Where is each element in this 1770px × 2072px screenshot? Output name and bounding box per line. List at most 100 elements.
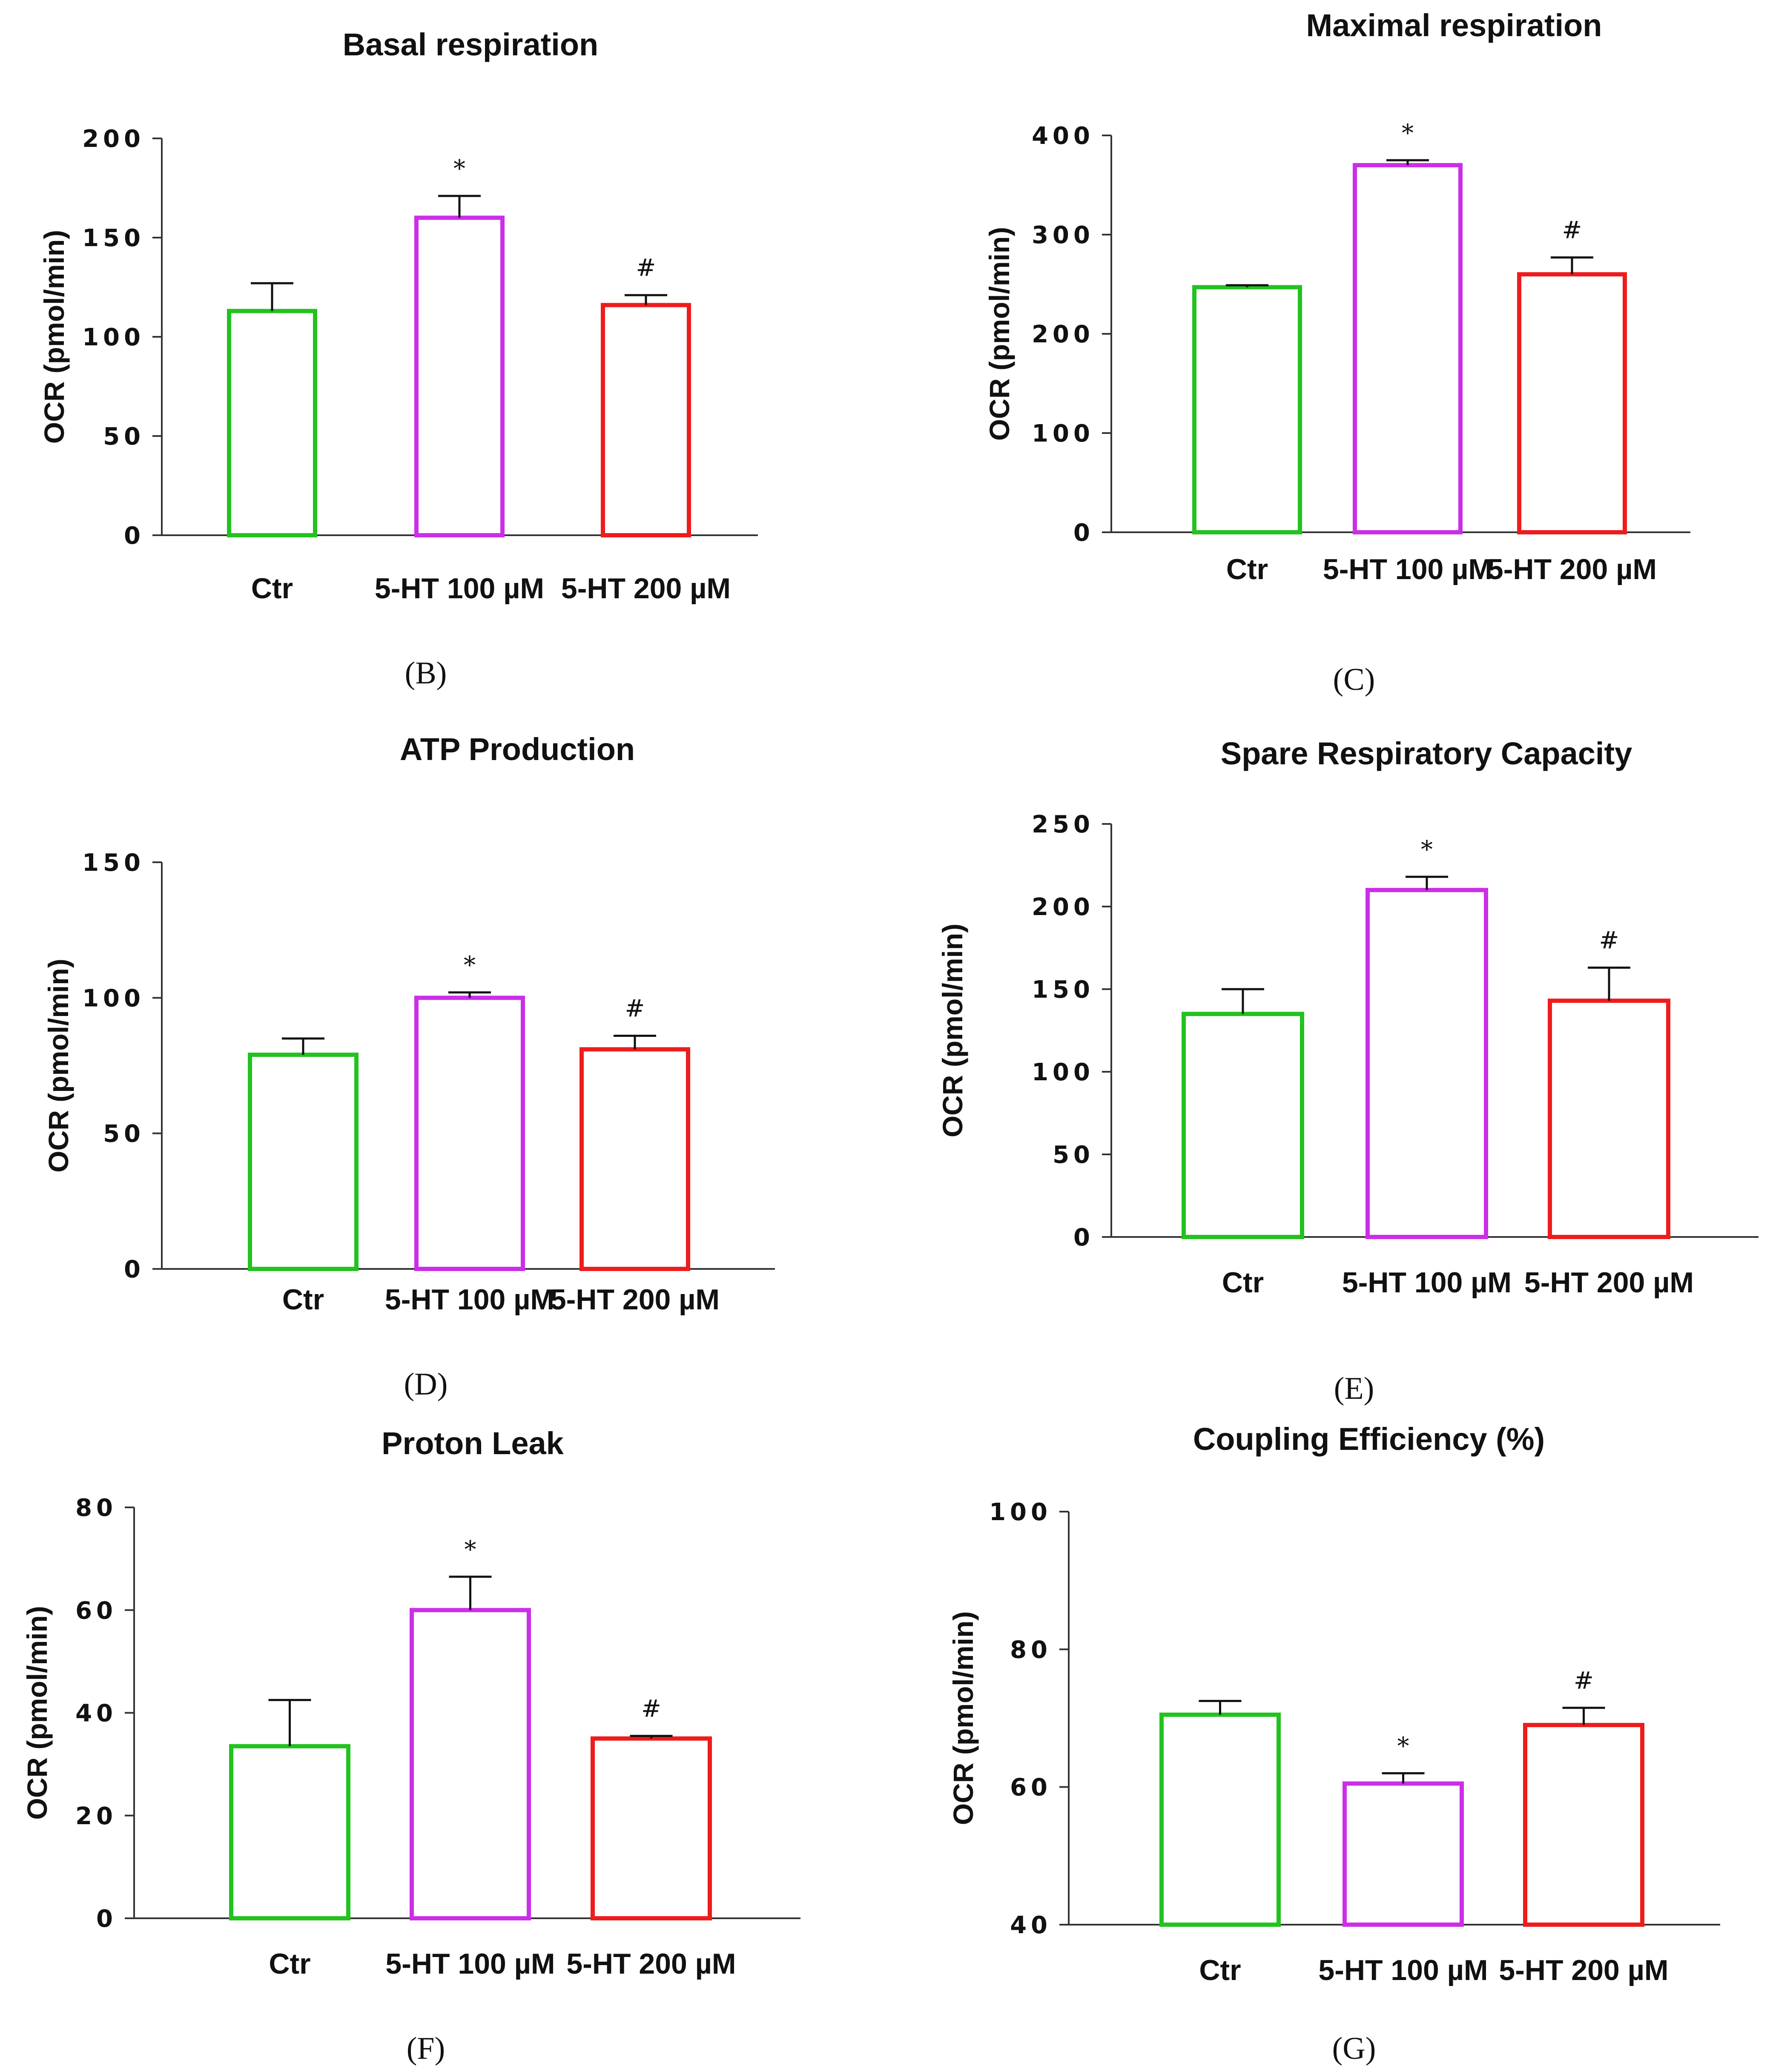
y-tick-label: 200 <box>1032 321 1094 348</box>
y-tick-label: 250 <box>1032 811 1094 838</box>
panel-letter: (D) <box>404 1367 448 1402</box>
y-tick-label: 80 <box>1010 1636 1052 1664</box>
significance-marker: * <box>453 155 465 183</box>
category-label: Ctr <box>251 572 293 605</box>
panel-letter: (E) <box>1334 1371 1374 1406</box>
bar <box>414 996 525 1271</box>
bar <box>1548 999 1670 1239</box>
y-tick-label: 60 <box>1010 1774 1052 1802</box>
bar <box>227 309 317 537</box>
panel-letter: (G) <box>1332 2031 1376 2066</box>
significance-marker: * <box>464 952 476 979</box>
category-label: Ctr <box>1222 1266 1264 1299</box>
y-tick-label: 400 <box>1032 122 1094 150</box>
bar <box>1343 1781 1464 1927</box>
y-tick-label: 40 <box>75 1700 117 1728</box>
significance-marker: * <box>465 1536 476 1564</box>
y-tick-label: 50 <box>1053 1141 1094 1169</box>
significance-marker: # <box>636 254 656 282</box>
bar <box>1182 1012 1304 1239</box>
y-tick-label: 80 <box>75 1494 117 1522</box>
y-axis-label: OCR (pmol/min) <box>984 227 1015 441</box>
y-tick-label: 200 <box>1032 893 1094 921</box>
y-tick-label: 50 <box>103 423 145 451</box>
category-label: 5-HT 100 µM <box>385 1948 555 1980</box>
y-tick-label: 20 <box>75 1802 117 1830</box>
category-label: 5-HT 100 µM <box>1323 553 1492 585</box>
chart-title: Basal respiration <box>343 27 598 62</box>
y-axis-label: OCR (pmol/min) <box>38 230 70 444</box>
category-label: Ctr <box>1199 1954 1241 1986</box>
significance-marker: * <box>1421 836 1433 864</box>
bar <box>1517 272 1627 534</box>
y-axis-label: OCR (pmol/min) <box>937 924 968 1137</box>
category-label: 5-HT 200 µM <box>550 1283 720 1316</box>
chart-panel: Maximal respiration OCR (pmol/min) 0 100 200… <box>984 8 1690 585</box>
chart-title: Spare Respiratory Capacity <box>1221 736 1632 771</box>
y-tick-label: 0 <box>124 522 145 550</box>
bar <box>248 1053 359 1271</box>
bar <box>1523 1723 1644 1927</box>
chart-title: Coupling Efficiency (%) <box>1193 1421 1545 1457</box>
category-label: 5-HT 200 µM <box>561 572 731 605</box>
y-tick-label: 100 <box>82 324 145 351</box>
y-tick-label: 150 <box>1032 976 1094 1004</box>
y-tick-label: 200 <box>82 125 145 153</box>
y-tick-label: 60 <box>75 1597 117 1624</box>
chart-panel: Coupling Efficiency (%) OCR (pmol/min) 40 6… <box>947 1421 1720 1986</box>
significance-marker: # <box>625 995 645 1022</box>
bar <box>591 1736 712 1920</box>
bar <box>1353 163 1463 534</box>
significance-marker: # <box>1574 1667 1594 1695</box>
y-tick-label: 50 <box>103 1120 145 1148</box>
bar <box>414 215 505 537</box>
category-label: 5-HT 100 µM <box>1318 1954 1488 1986</box>
category-label: 5-HT 200 µM <box>1487 553 1657 585</box>
significance-marker: * <box>1402 119 1414 147</box>
y-tick-label: 0 <box>124 1256 145 1283</box>
bar <box>229 1744 350 1920</box>
y-tick-label: 150 <box>82 849 145 877</box>
category-label: Ctr <box>1226 553 1268 585</box>
y-axis-label: OCR (pmol/min) <box>43 959 74 1172</box>
category-label: 5-HT 100 µM <box>385 1283 554 1316</box>
chart-title: Proton Leak <box>382 1426 564 1461</box>
category-label: 5-HT 100 µM <box>1342 1266 1512 1299</box>
category-label: 5-HT 200 µM <box>1524 1266 1694 1299</box>
y-tick-label: 100 <box>1032 1059 1094 1086</box>
y-tick-label: 0 <box>1073 1224 1094 1251</box>
bar <box>1366 888 1488 1239</box>
bar <box>1192 285 1302 534</box>
category-label: 5-HT 200 µM <box>1499 1954 1668 1986</box>
chart-panel: Basal respiration OCR (pmol/min) 0 50 100 150… <box>38 27 758 605</box>
chart-title: ATP Production <box>400 732 635 767</box>
bar <box>1159 1712 1281 1927</box>
chart-panel: Proton Leak OCR (pmol/min) 0 20 40 60 80 Ctr * 5-… <box>21 1426 800 1980</box>
significance-marker: # <box>1599 927 1619 955</box>
chart-panel: ATP Production OCR (pmol/min) 0 50 100 150 Ctr… <box>43 732 775 1316</box>
y-tick-label: 100 <box>1032 420 1094 448</box>
category-label: 5-HT 200 µM <box>566 1948 736 1980</box>
panel-letter: (F) <box>407 2031 445 2066</box>
y-tick-label: 100 <box>989 1498 1052 1526</box>
y-tick-label: 0 <box>1073 519 1094 547</box>
bar <box>601 303 691 537</box>
y-axis-label: OCR (pmol/min) <box>21 1606 53 1819</box>
y-axis-label: OCR (pmol/min) <box>947 1611 979 1825</box>
significance-marker: # <box>641 1695 661 1723</box>
bar <box>579 1047 690 1271</box>
chart-panel: Spare Respiratory Capacity OCR (pmol/min)… <box>937 736 1759 1299</box>
category-label: 5-HT 100 µM <box>375 572 544 605</box>
y-tick-label: 300 <box>1032 221 1094 249</box>
significance-marker: # <box>1562 217 1582 244</box>
significance-marker: * <box>1397 1732 1409 1760</box>
y-tick-label: 100 <box>82 984 145 1012</box>
category-label: Ctr <box>282 1283 324 1316</box>
panel-letter: (B) <box>405 656 447 691</box>
panel-letter: (C) <box>1333 662 1375 697</box>
bar <box>410 1608 531 1920</box>
y-tick-label: 40 <box>1010 1911 1052 1939</box>
y-tick-label: 0 <box>96 1905 117 1933</box>
y-tick-label: 150 <box>82 224 145 252</box>
